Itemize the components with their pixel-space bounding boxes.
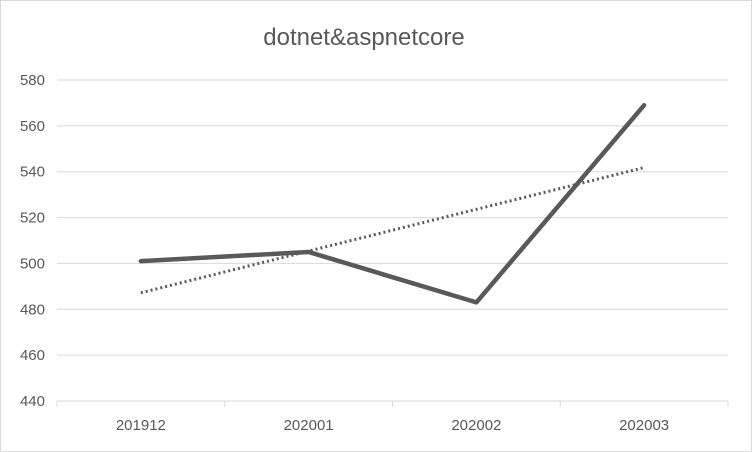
y-tick-label: 480: [20, 301, 45, 318]
y-tick-label: 540: [20, 164, 45, 181]
y-tick-label: 520: [20, 210, 45, 227]
y-axis: 440 460 480 500 520 540 560 580: [20, 72, 45, 410]
x-tick-label: 202003: [619, 417, 669, 434]
trendline: [140, 166, 645, 295]
y-tick-label: 460: [20, 347, 45, 364]
x-tick-label: 202001: [284, 417, 334, 434]
x-tick-label: 201912: [116, 417, 166, 434]
series-line: [138, 102, 647, 305]
y-tick-label: 500: [20, 255, 45, 272]
series-group: [138, 102, 647, 305]
y-tick-label: 440: [20, 393, 45, 410]
x-tick-label: 202002: [451, 417, 501, 434]
y-tick-label: 580: [20, 72, 45, 89]
y-tick-label: 560: [20, 118, 45, 135]
trendline-group: [140, 166, 645, 295]
gridlines: [57, 79, 728, 356]
x-axis: 201912 202001 202002 202003: [56, 400, 729, 434]
chart-title: dotnet&aspnetcore: [263, 24, 464, 51]
